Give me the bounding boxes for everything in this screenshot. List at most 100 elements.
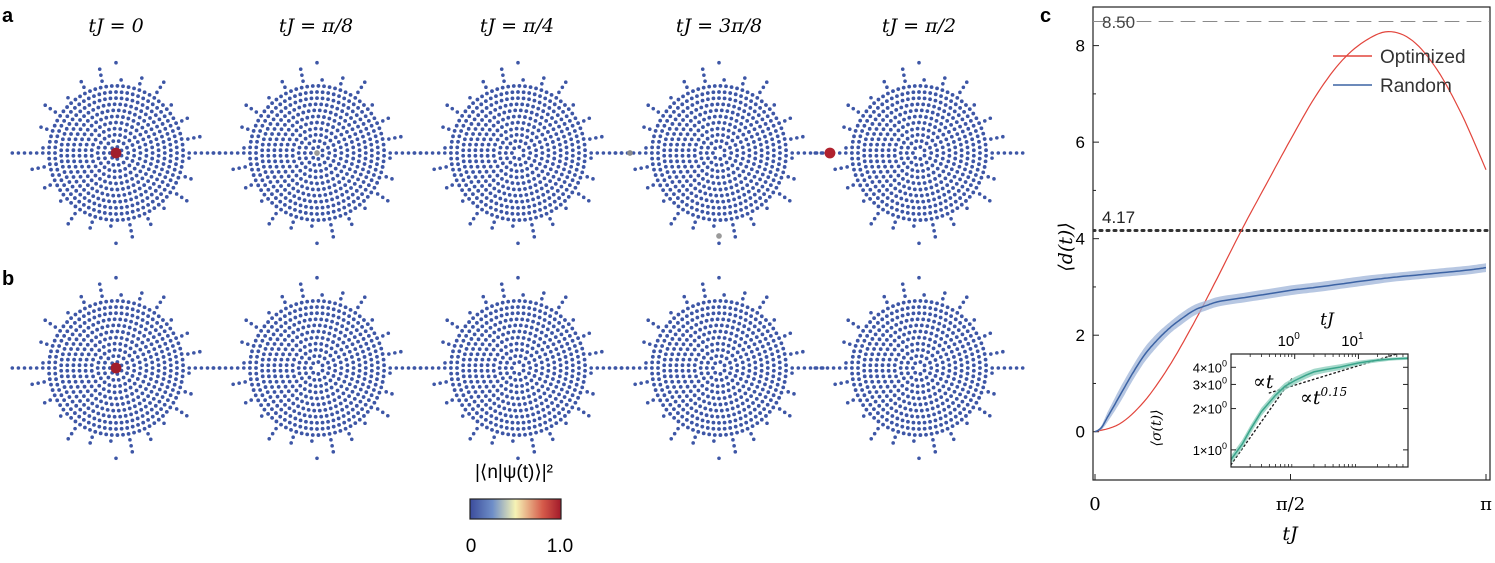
lattice-site (873, 117, 878, 122)
lattice-site (500, 431, 505, 436)
lattice-site (16, 151, 21, 155)
lattice-site (870, 337, 875, 341)
lattice-site (171, 400, 176, 405)
lattice-site (78, 109, 83, 114)
lattice-site (740, 428, 745, 433)
lattice-site (534, 86, 538, 91)
lattice-site (362, 318, 366, 322)
lattice-site (89, 153, 94, 158)
lattice-site (763, 337, 768, 341)
lattice-site (163, 126, 168, 131)
lattice-site (755, 132, 760, 137)
lattice-site (81, 417, 86, 422)
lattice-site (951, 116, 955, 120)
lattice-site (943, 103, 948, 107)
lattice-site (941, 366, 946, 370)
lattice-site (751, 140, 756, 144)
lattice-site (683, 164, 687, 169)
lattice-site (565, 390, 570, 395)
lattice-site (710, 134, 715, 138)
lattice-site (932, 412, 936, 417)
lattice-site (707, 217, 712, 222)
lattice-site (353, 421, 358, 425)
lattice-site (322, 187, 326, 191)
lattice-site (62, 333, 67, 338)
lattice-site (853, 129, 858, 133)
lattice-site (869, 95, 873, 100)
lattice-site (291, 435, 295, 440)
lattice-site (287, 164, 292, 169)
lattice-site (765, 360, 770, 365)
lattice-site (87, 318, 92, 322)
lattice-site (272, 390, 277, 394)
lattice-site (469, 352, 474, 357)
lattice-site (282, 314, 287, 319)
lattice-site (712, 187, 717, 192)
lattice-site (534, 350, 539, 355)
lattice-site (968, 132, 973, 136)
lattice-site (551, 407, 556, 412)
lattice-site (573, 185, 578, 190)
lattice-site (307, 141, 312, 146)
lattice-site (102, 211, 107, 215)
lattice-site (960, 387, 965, 392)
lattice-site (893, 115, 898, 120)
lattice-site (564, 360, 569, 365)
lattice-site (250, 134, 254, 139)
lattice-site (731, 131, 736, 136)
lattice-site (569, 164, 574, 169)
lattice-site (363, 151, 368, 155)
lattice-site (651, 398, 656, 402)
lattice-site (939, 180, 944, 185)
lattice-site (926, 198, 931, 203)
lattice-site (320, 96, 325, 101)
lattice-site (521, 336, 526, 340)
lattice-site (255, 377, 259, 382)
lattice-site (517, 402, 522, 407)
lattice-site (491, 363, 496, 368)
lattice-site (912, 84, 917, 88)
lattice-site (400, 366, 405, 370)
lattice-site (259, 113, 264, 118)
lattice-site (929, 116, 934, 121)
lattice-site (718, 84, 723, 88)
lattice-site (919, 408, 924, 413)
lattice-site (724, 356, 729, 361)
lattice-site (708, 109, 713, 114)
lattice-site (79, 79, 84, 84)
lattice-site (268, 164, 273, 169)
lattice-site (650, 371, 655, 376)
lattice-site (499, 98, 504, 103)
lattice-site (491, 368, 496, 373)
lattice-site (286, 389, 291, 394)
lattice-site (911, 396, 916, 400)
lattice-site (741, 296, 745, 301)
lattice-site (563, 295, 568, 300)
lattice-site (130, 424, 135, 429)
lattice-site (107, 389, 111, 394)
lattice-site (356, 357, 361, 362)
lattice-site (852, 134, 856, 139)
lattice-site (729, 116, 734, 121)
lattice-site (958, 159, 963, 164)
lattice-site (455, 110, 460, 114)
lattice-site (304, 179, 308, 184)
lattice-site (174, 407, 179, 411)
lattice-site (510, 121, 515, 125)
lattice-site (547, 411, 552, 415)
lattice-site (705, 380, 710, 385)
lattice-site (735, 368, 739, 373)
lattice-site (101, 318, 106, 323)
lattice-site (100, 79, 104, 83)
lattice-site (284, 91, 288, 96)
lattice-site (864, 109, 869, 114)
lattice-site (709, 160, 714, 165)
lattice-site (757, 137, 762, 142)
lattice-site (64, 341, 69, 346)
lattice-site (719, 108, 724, 113)
lattice-site (521, 121, 526, 125)
lattice-site (475, 211, 479, 216)
lattice-site (701, 125, 705, 129)
lattice-site (668, 197, 672, 201)
lattice-site (42, 185, 47, 190)
